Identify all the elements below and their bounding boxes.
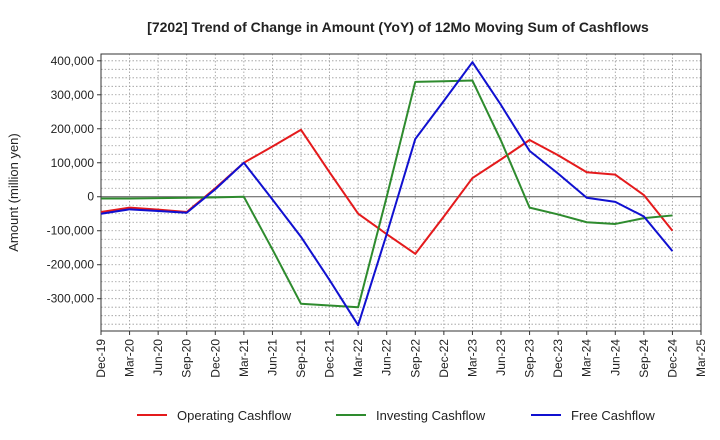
x-tick-label: Mar-22 (351, 339, 365, 377)
x-tick-label: Jun-21 (265, 339, 279, 376)
x-tick-label: Sep-20 (180, 339, 194, 378)
y-tick-label: 400,000 (51, 54, 95, 68)
series-line-investing-cashflow (101, 79, 673, 309)
x-tick-label: Sep-24 (637, 339, 651, 378)
x-tick-label: Mar-21 (237, 339, 251, 377)
legend-label: Free Cashflow (571, 408, 655, 423)
y-tick-label: -200,000 (47, 258, 95, 272)
x-tick-label: Sep-22 (408, 339, 422, 378)
x-tick-label: Mar-20 (123, 339, 137, 377)
x-tick-label: Dec-21 (323, 339, 337, 378)
y-tick-label: 100,000 (51, 156, 95, 170)
x-tick-label: Mar-25 (694, 339, 708, 377)
x-tick-label: Dec-19 (94, 339, 108, 378)
legend: Operating Cashflow Investing Cashflow Free… (137, 408, 655, 423)
series-line-free-cashflow (100, 61, 674, 327)
y-tick-label: 300,000 (51, 88, 95, 102)
x-tick-label: Mar-23 (465, 339, 479, 377)
x-tick-label: Dec-20 (208, 339, 222, 378)
y-axis-label: Amount (million yen) (6, 133, 21, 252)
y-tick-label: 0 (87, 190, 94, 204)
x-tick-label: Dec-23 (551, 339, 565, 378)
legend-label: Investing Cashflow (376, 408, 486, 423)
y-tick-label: -100,000 (47, 224, 95, 238)
y-tick-label: -300,000 (47, 292, 95, 306)
chart-title: [7202] Trend of Change in Amount (YoY) o… (147, 19, 649, 35)
series-layer (100, 61, 674, 327)
x-tick-label: Sep-23 (523, 339, 537, 378)
legend-label: Operating Cashflow (177, 408, 292, 423)
x-tick-label: Jun-23 (494, 339, 508, 376)
plot-frame (100, 53, 702, 332)
axes: 400,000 300,000 200,000 100,000 0 -100,000 -20… (47, 53, 708, 378)
x-tick-label: Dec-24 (665, 339, 679, 378)
grid (100, 54, 702, 331)
x-tick-label: Jun-24 (608, 339, 622, 376)
x-tick-label: Jun-20 (151, 339, 165, 376)
x-tick-label: Jun-22 (380, 339, 394, 376)
x-tick-label: Sep-21 (294, 339, 308, 378)
y-tick-label: 200,000 (51, 122, 95, 136)
x-tick-label: Dec-22 (437, 339, 451, 378)
x-tick-label: Mar-24 (580, 339, 594, 377)
